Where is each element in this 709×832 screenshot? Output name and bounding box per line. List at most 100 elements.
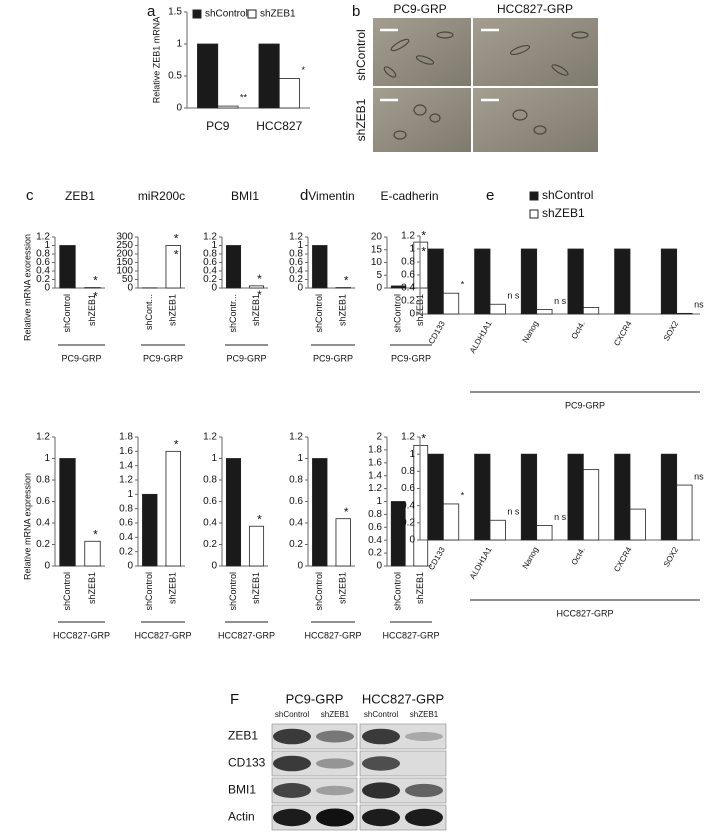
- blot-band: [405, 732, 443, 741]
- y-tick-label: 1: [127, 489, 133, 500]
- bar: [165, 245, 181, 289]
- y-tick-label: 1.8: [368, 445, 382, 456]
- y-tick-label: 0.4: [203, 266, 217, 277]
- blot-band: [273, 728, 311, 745]
- annotation: *: [421, 244, 426, 258]
- y-tick-label: 1.2: [368, 483, 382, 494]
- bar: [520, 248, 538, 315]
- x-tick-label: Oct4.: [570, 546, 587, 567]
- y-tick-label: 1: [297, 240, 303, 251]
- x-tick-label: SOX2: [662, 319, 681, 342]
- y-tick-label: 1: [409, 449, 415, 460]
- annotation: ns: [694, 471, 704, 481]
- y-tick-label: 0.2: [401, 296, 415, 307]
- cells: [383, 31, 589, 140]
- y-axis-label: Relative ZEB1 mRNA: [151, 17, 161, 104]
- bar: [489, 519, 506, 541]
- y-tick-label: 10: [371, 257, 383, 268]
- panel-label: d: [300, 187, 308, 204]
- chart-title: ZEB1: [65, 189, 95, 203]
- blot-band: [362, 756, 400, 771]
- y-tick-label: 0.8: [401, 257, 415, 268]
- bar: [536, 525, 553, 541]
- x-tick-label: shZEB1: [251, 294, 261, 326]
- column-label: PC9-GRP: [393, 2, 446, 16]
- y-tick-label: 0.6: [289, 257, 303, 268]
- micrograph: [473, 18, 598, 86]
- x-tick-label: CD133: [427, 319, 448, 346]
- y-tick-label: 0.4: [368, 535, 382, 546]
- x-tick-label: shZEB1: [168, 294, 178, 326]
- y-tick-label: 1.2: [36, 432, 50, 443]
- bar: [442, 503, 460, 541]
- y-tick-label: 1.2: [119, 475, 133, 486]
- group-label: HCC827-GRP: [304, 630, 361, 640]
- group-label: PC9-GRP: [226, 353, 266, 363]
- legend-swatch: [192, 9, 202, 19]
- y-tick-label: 0.5: [168, 71, 182, 82]
- bar: [225, 245, 242, 289]
- y-tick-label: 1.2: [289, 432, 303, 443]
- group-label: HCC827-GRP: [382, 630, 439, 640]
- group-label: PC9-GRP: [391, 353, 431, 363]
- blot-band: [316, 808, 354, 827]
- y-tick-label: 1.2: [203, 232, 217, 243]
- blot-band: [405, 783, 443, 798]
- annotation: *: [421, 228, 426, 242]
- bar: [142, 493, 158, 567]
- blot-group: PC9-GRP: [286, 691, 344, 706]
- group-label: PC9-GRP: [565, 400, 605, 410]
- y-tick-label: 0.6: [289, 496, 303, 507]
- bar: [427, 453, 444, 541]
- legend-label: shZEB1: [260, 9, 296, 20]
- column-label: HCC827-GRP: [497, 2, 573, 16]
- annotation: *: [257, 272, 262, 286]
- y-tick-label: 0.4: [119, 532, 133, 543]
- bar: [489, 303, 506, 315]
- annotation: n s: [507, 291, 520, 301]
- bar: [614, 453, 631, 541]
- y-tick-label: 0.6: [119, 518, 133, 529]
- x-tick-label: ALDH1A1: [468, 545, 494, 581]
- bar: [582, 307, 600, 315]
- legend-swatch: [247, 9, 257, 19]
- x-tick-label: shZEB1: [415, 572, 425, 604]
- x-tick-label: shContr...: [228, 294, 238, 333]
- y-tick-label: 0.8: [119, 503, 133, 514]
- x-tick-label: shControl: [62, 294, 72, 333]
- annotation: *: [421, 432, 426, 446]
- y-tick-label: 1.2: [289, 232, 303, 243]
- y-tick-label: 0: [297, 283, 303, 294]
- x-tick-label: PC9: [206, 119, 230, 133]
- y-tick-label: 0.4: [289, 518, 303, 529]
- y-tick-label: 0.6: [203, 257, 217, 268]
- y-tick-label: 2: [376, 432, 382, 443]
- y-tick-label: 0.6: [368, 522, 382, 533]
- chart-title: BMI1: [231, 189, 259, 203]
- y-tick-label: 0.8: [36, 249, 50, 260]
- y-axis-label: Relative mRNA expression: [22, 473, 32, 580]
- y-tick-label: 1: [211, 240, 217, 251]
- y-tick-label: 300: [116, 232, 133, 243]
- bar: [427, 248, 444, 315]
- blot-band: [316, 730, 354, 743]
- bar: [225, 458, 242, 567]
- panel-label: b: [352, 3, 360, 20]
- bar: [660, 453, 678, 541]
- x-tick-label: Nanog: [521, 546, 541, 571]
- annotation: *: [302, 65, 306, 75]
- panel-label: c: [26, 187, 34, 204]
- annotation: *: [174, 438, 179, 452]
- blot-protein: BMI1: [228, 783, 256, 797]
- bar: [248, 285, 265, 289]
- row-label: shZEB1: [354, 98, 368, 141]
- blot-band: [273, 755, 311, 772]
- annotation: n s: [554, 512, 567, 522]
- bar: [59, 458, 76, 567]
- blot-band: [316, 758, 354, 769]
- chart-title: Vimentin: [308, 189, 354, 203]
- panel-label: e: [486, 187, 494, 204]
- micrograph: [473, 88, 598, 152]
- annotation: *: [257, 512, 262, 526]
- annotation: *: [93, 274, 98, 288]
